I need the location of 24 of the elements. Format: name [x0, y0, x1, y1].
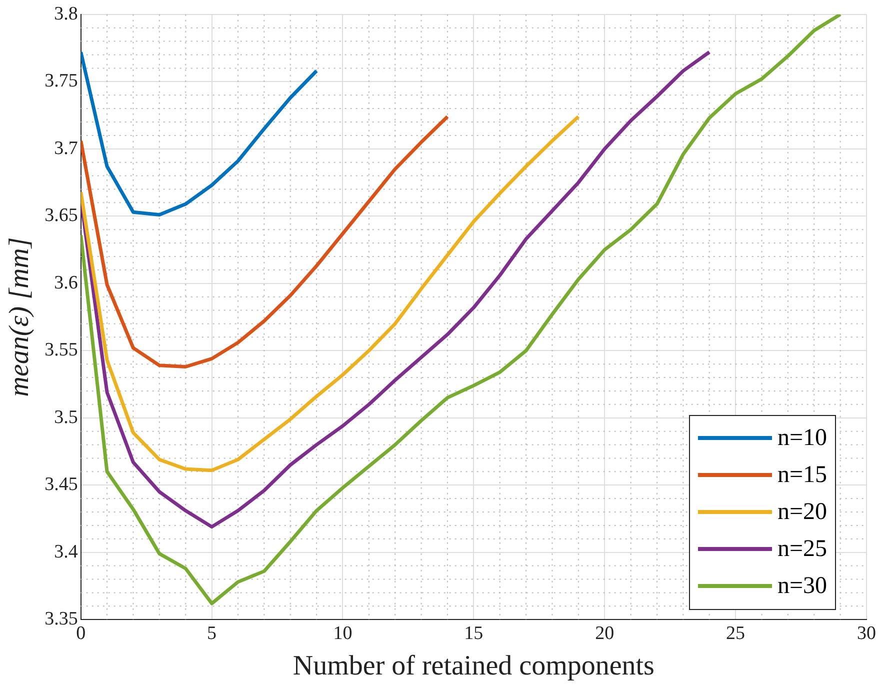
x-tick-label: 15 — [464, 622, 484, 644]
y-tick-label: 3.7 — [54, 138, 78, 159]
y-tick-label: 3.65 — [44, 205, 78, 226]
x-tick-label: 5 — [207, 622, 217, 644]
legend-label: n=10 — [778, 424, 828, 452]
y-axis-title: mean(ε) [mm] — [4, 237, 36, 397]
y-tick-label: 3.75 — [44, 70, 78, 92]
y-tick-label: 3.5 — [54, 406, 78, 428]
x-tick-label: 0 — [76, 622, 86, 644]
legend-label: n=20 — [778, 498, 828, 526]
x-tick-label: 30 — [857, 622, 876, 644]
x-tick-label: 20 — [595, 622, 614, 644]
x-tick-label: 25 — [726, 622, 746, 644]
y-tick-label: 3.35 — [44, 608, 78, 630]
legend-label: n=30 — [778, 572, 828, 600]
y-tick-label: 3.45 — [44, 474, 78, 496]
legend-label: n=25 — [778, 536, 828, 563]
y-tick-label: 3.8 — [54, 3, 78, 24]
y-tick-label: 3.4 — [54, 541, 78, 562]
legend-label: n=15 — [778, 462, 828, 489]
y-tick-label: 3.55 — [44, 340, 78, 361]
y-tick-label: 3.6 — [54, 272, 78, 294]
x-axis-title: Number of retained components — [292, 650, 654, 682]
x-tick-label: 10 — [333, 622, 352, 644]
